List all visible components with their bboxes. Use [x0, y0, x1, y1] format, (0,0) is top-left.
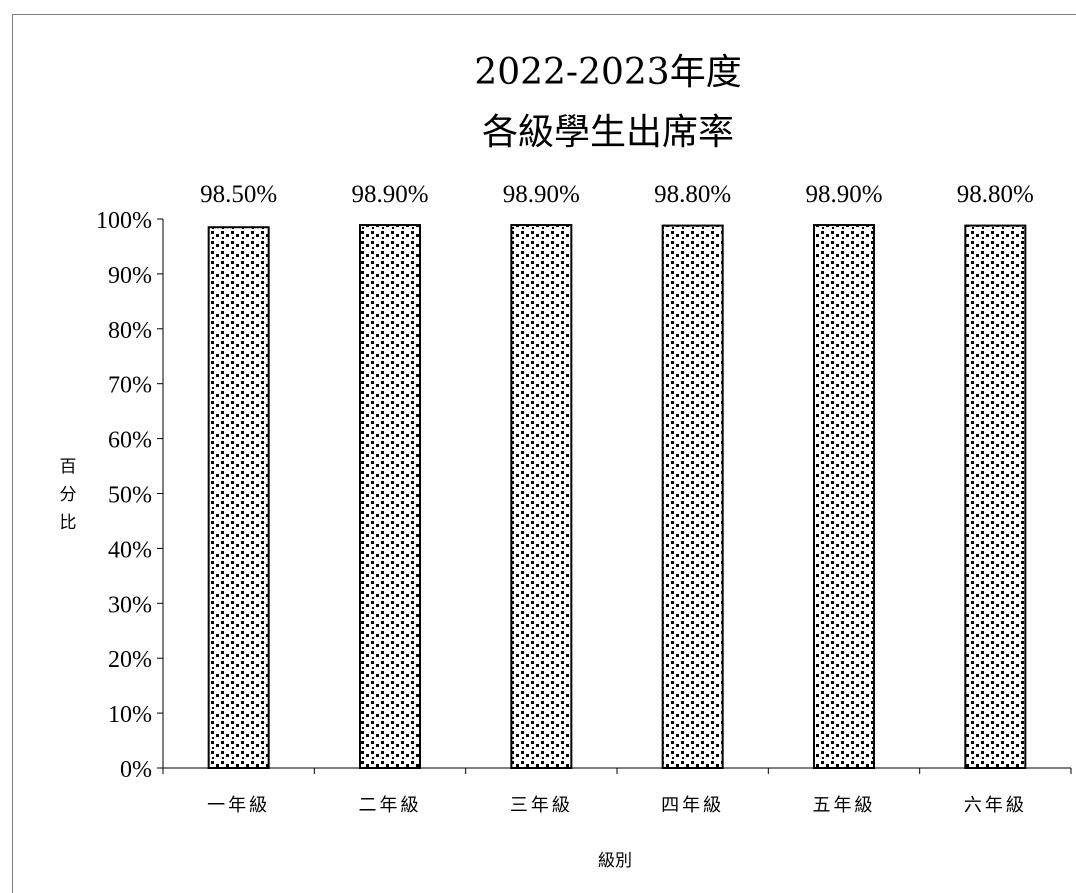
bar: [661, 224, 724, 769]
chart-title-line2: 各級學生出席率: [482, 112, 734, 153]
x-tick-label: 六年級: [964, 795, 1027, 816]
bar: [964, 224, 1027, 769]
data-label: 98.80%: [957, 181, 1034, 208]
y-axis: 0% 10% 20% 30% 40% 50% 60% 70% 80% 90% 100%: [96, 208, 164, 783]
data-label: 98.80%: [654, 181, 731, 208]
y-axis-title-char: 比: [60, 513, 77, 533]
y-axis-title-char: 分: [60, 485, 77, 505]
y-tick-label: 20%: [108, 647, 152, 673]
y-tick-label: 100%: [96, 208, 152, 234]
y-tick-label: 0%: [120, 757, 152, 783]
x-tick-label: 三年級: [510, 795, 573, 816]
y-tick-label: 30%: [108, 592, 152, 618]
data-label: 98.50%: [200, 181, 277, 208]
x-tick-label: 四年級: [661, 795, 724, 816]
data-label: 98.90%: [503, 181, 580, 208]
bar: [359, 224, 421, 769]
y-tick-label: 70%: [108, 373, 152, 399]
x-tick-label: 五年級: [813, 795, 876, 816]
chart-title-line1: 2022-2023年度: [474, 52, 741, 93]
y-tick-label: 10%: [108, 702, 152, 728]
y-tick-label: 50%: [108, 483, 152, 509]
y-tick-label: 40%: [108, 537, 152, 563]
y-axis-title: 百分比: [60, 457, 77, 533]
y-tick-label: 90%: [108, 263, 152, 289]
x-tick-label: 一年級: [207, 795, 270, 816]
bar: [510, 224, 573, 769]
bar: [207, 226, 270, 770]
bars: 98.50% 98.90% 98.90% 98.80% 98.90% 98.80%: [200, 181, 1034, 770]
y-axis-title-char: 百: [60, 457, 77, 477]
y-tick-label: 60%: [108, 428, 152, 454]
x-axis: 一年級 二年級 三年級 四年級 五年級 六年級: [162, 767, 1072, 816]
bar: [813, 224, 875, 769]
data-label: 98.90%: [805, 181, 882, 208]
x-axis-title: 級別: [598, 851, 632, 871]
y-tick-label: 80%: [108, 318, 152, 344]
data-label: 98.90%: [351, 181, 428, 208]
x-tick-label: 二年級: [359, 795, 422, 816]
